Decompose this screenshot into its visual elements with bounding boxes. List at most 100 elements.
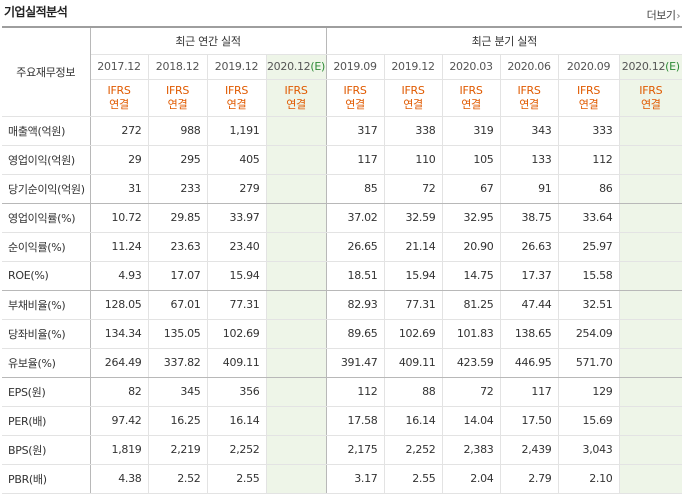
more-link[interactable]: 더보기› <box>647 7 681 23</box>
quarter-value-cell: 20.90 <box>442 232 501 262</box>
period-header: 2019.09 <box>326 54 385 80</box>
row-header-label: 주요재무정보 <box>2 27 91 117</box>
quarter-value-cell: 89.65 <box>326 319 385 349</box>
consolidated-label: 연결 <box>578 97 599 111</box>
period-label: 2018.12 <box>155 60 200 73</box>
quarter-value-cell: 72 <box>442 377 501 407</box>
quarter-value-cell <box>619 261 683 291</box>
row-label: 당기순이익(억원) <box>2 174 91 204</box>
annual-value-cell: 4.93 <box>90 261 149 291</box>
annual-value-cell: 128.05 <box>90 290 149 320</box>
ifrs-label: IFRS <box>343 83 367 97</box>
table-row: 영업이익률(%) 10.72 29.85 33.97 37.02 32.59 32.95 38… <box>2 203 683 233</box>
period-header: 2020.03 <box>442 54 501 80</box>
consolidated-label: 연결 <box>109 97 129 111</box>
quarter-value-cell: 2.55 <box>384 464 443 494</box>
quarter-value-cell <box>619 319 683 349</box>
annual-value-cell <box>266 464 327 494</box>
ifrs-label: IFRS <box>284 83 308 97</box>
quarter-header: 최근 분기 실적 <box>326 27 683 55</box>
table-row: PER(배) 97.42 16.25 16.14 17.58 16.14 14.04 17.5… <box>2 406 683 436</box>
annual-value-cell <box>266 145 327 175</box>
annual-value-cell <box>266 232 327 262</box>
quarter-value-cell: 15.69 <box>558 406 620 436</box>
annual-value-cell: 16.25 <box>148 406 208 436</box>
quarter-value-cell: 17.37 <box>500 261 559 291</box>
annual-value-cell: 988 <box>148 116 208 146</box>
quarter-value-cell: 33.64 <box>558 203 620 233</box>
annual-value-cell: 337.82 <box>148 348 208 378</box>
consolidated-label: 연결 <box>519 97 539 111</box>
consolidated-label: 연결 <box>226 97 247 111</box>
quarter-value-cell: 338 <box>384 116 443 146</box>
quarter-value-cell: 105 <box>442 145 501 175</box>
annual-value-cell: 4.38 <box>90 464 149 494</box>
quarter-value-cell: 17.50 <box>500 406 559 436</box>
quarter-value-cell: 409.11 <box>384 348 443 378</box>
row-label: EPS(원) <box>2 377 91 407</box>
annual-value-cell: 17.07 <box>148 261 208 291</box>
ifrs-label: IFRS <box>639 83 663 97</box>
quarter-value-cell: 26.63 <box>500 232 559 262</box>
quarter-value-cell: 37.02 <box>326 203 385 233</box>
annual-value-cell <box>266 435 327 465</box>
table-row: 부채비율(%) 128.05 67.01 77.31 82.93 77.31 81.25 47… <box>2 290 683 320</box>
quarter-value-cell: 47.44 <box>500 290 559 320</box>
quarter-value-cell: 343 <box>500 116 559 146</box>
annual-value-cell: 29 <box>90 145 149 175</box>
quarter-value-cell: 16.14 <box>384 406 443 436</box>
quarter-value-cell <box>619 406 683 436</box>
annual-value-cell: 16.14 <box>207 406 267 436</box>
quarter-value-cell: 86 <box>558 174 620 204</box>
quarter-value-cell: 446.95 <box>500 348 559 378</box>
table-row: 영업이익(억원) 29 295 405 117 110 105 133 112 <box>2 145 683 175</box>
financial-summary-table: 주요재무정보 최근 연간 실적 최근 분기 실적 2017.12 2018.12 2… <box>2 26 683 494</box>
ifrs-cell: IFRS 연결 <box>326 79 385 117</box>
period-label: 2019.12 <box>391 60 435 73</box>
annual-value-cell: 409.11 <box>207 348 267 378</box>
row-label: ROE(%) <box>2 261 91 291</box>
period-label: 2020.03 <box>449 60 493 73</box>
quarter-value-cell: 17.58 <box>326 406 385 436</box>
ifrs-cell: IFRS 연결 <box>266 79 327 117</box>
ifrs-label: IFRS <box>107 83 131 97</box>
ifrs-label: IFRS <box>577 83 601 97</box>
quarter-value-cell: 112 <box>326 377 385 407</box>
annual-value-cell: 10.72 <box>90 203 149 233</box>
quarter-value-cell: 391.47 <box>326 348 385 378</box>
quarter-value-cell: 82.93 <box>326 290 385 320</box>
table-row: 순이익률(%) 11.24 23.63 23.40 26.65 21.14 20.90 26.… <box>2 232 683 262</box>
annual-value-cell: 33.97 <box>207 203 267 233</box>
ifrs-cell: IFRS 연결 <box>148 79 208 117</box>
period-label: 2020.09 <box>566 60 611 73</box>
period-header: 2018.12 <box>148 54 208 80</box>
quarter-value-cell: 2.10 <box>558 464 620 494</box>
row-label: 부채비율(%) <box>2 290 91 320</box>
annual-value-cell <box>266 116 327 146</box>
quarter-value-cell: 85 <box>326 174 385 204</box>
quarter-value-cell: 2.04 <box>442 464 501 494</box>
consolidated-label: 연결 <box>345 97 365 111</box>
annual-value-cell <box>266 290 327 320</box>
quarter-value-cell: 317 <box>326 116 385 146</box>
period-label: 2020.12 <box>266 60 311 73</box>
ifrs-label: IFRS <box>225 83 248 97</box>
ifrs-cell: IFRS 연결 <box>207 79 267 117</box>
table-header: 주요재무정보 최근 연간 실적 최근 분기 실적 2017.12 2018.12 2… <box>2 27 683 117</box>
annual-value-cell: 23.40 <box>207 232 267 262</box>
quarter-value-cell: 15.58 <box>558 261 620 291</box>
annual-value-cell: 264.49 <box>90 348 149 378</box>
period-label: 2017.12 <box>97 60 141 73</box>
quarter-value-cell <box>619 203 683 233</box>
quarter-value-cell: 2,383 <box>442 435 501 465</box>
annual-value-cell: 233 <box>148 174 208 204</box>
quarter-value-cell: 21.14 <box>384 232 443 262</box>
quarter-value-cell: 18.51 <box>326 261 385 291</box>
quarter-value-cell: 26.65 <box>326 232 385 262</box>
annual-value-cell: 67.01 <box>148 290 208 320</box>
annual-value-cell: 23.63 <box>148 232 208 262</box>
annual-value-cell: 2.52 <box>148 464 208 494</box>
annual-value-cell: 77.31 <box>207 290 267 320</box>
quarter-value-cell: 38.75 <box>500 203 559 233</box>
quarter-value-cell: 117 <box>500 377 559 407</box>
